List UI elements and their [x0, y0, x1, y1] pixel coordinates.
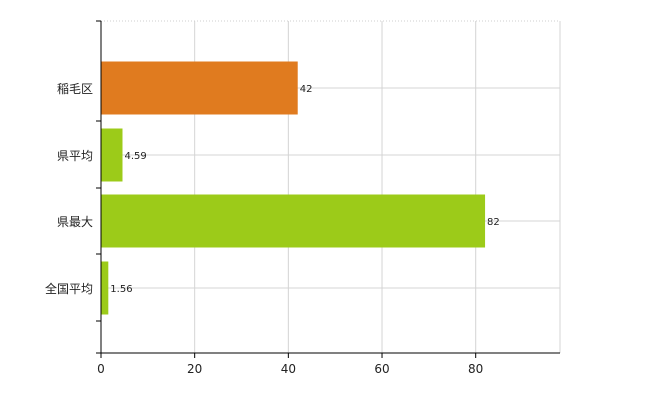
- x-tick-label: 80: [468, 362, 483, 376]
- bar: [101, 61, 298, 115]
- bar: [101, 261, 109, 315]
- x-tick-label: 60: [374, 362, 389, 376]
- y-tick-label: 県最大: [57, 215, 93, 229]
- data-label: 1.56: [110, 284, 132, 295]
- axes: [96, 20, 560, 358]
- x-tick-label: 20: [187, 362, 202, 376]
- bars: [101, 61, 486, 315]
- bar: [101, 194, 486, 248]
- data-label: 4.59: [124, 151, 146, 162]
- data-label: 42: [300, 84, 313, 95]
- y-tick-label: 県平均: [57, 149, 93, 163]
- x-axis-labels: 0 20 40 60 80: [97, 362, 483, 376]
- y-tick-label: 稲毛区: [57, 82, 93, 96]
- x-tick-label: 0: [97, 362, 105, 376]
- y-tick-label: 全国平均: [45, 281, 93, 296]
- bar: [101, 128, 123, 182]
- value-labels: 42 4.59 82 1.56: [110, 84, 499, 295]
- data-label: 82: [487, 217, 500, 228]
- x-tick-label: 40: [281, 362, 296, 376]
